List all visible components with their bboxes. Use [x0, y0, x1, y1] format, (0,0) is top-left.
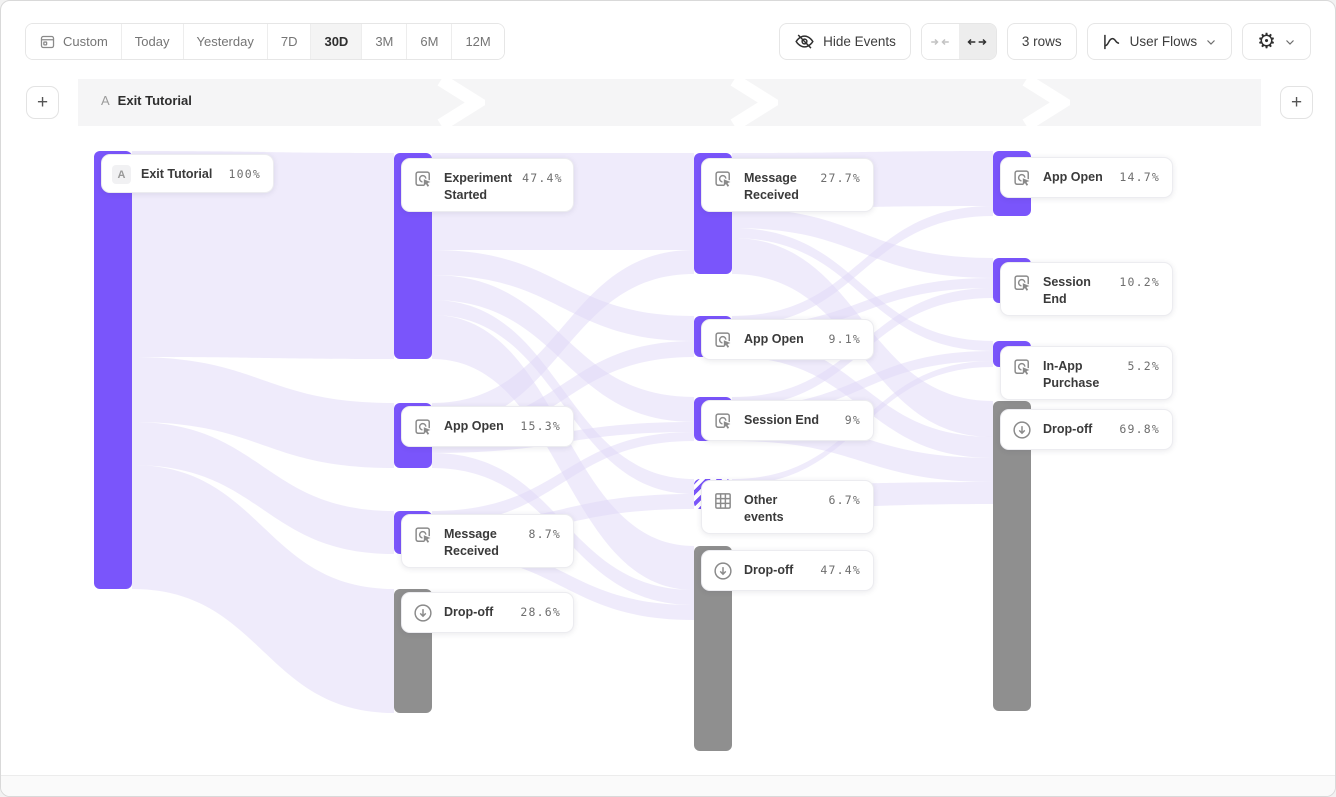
node-drop-off-step4[interactable]: Drop-off 69.8%: [1000, 409, 1173, 450]
grid-icon: [712, 490, 734, 512]
drop-off-circle-arrow-icon: [712, 560, 734, 582]
footer-strip: [1, 775, 1335, 796]
date-range-custom[interactable]: Custom: [26, 24, 121, 59]
step-separator-chevron-icon: [1022, 79, 1070, 126]
node-exit-tutorial[interactable]: A Exit Tutorial 100%: [101, 154, 274, 193]
step-title: Exit Tutorial: [117, 93, 192, 108]
node-message-received-step3[interactable]: Message Received 27.7%: [701, 158, 874, 212]
bar-drop-off-step4[interactable]: [993, 401, 1031, 711]
node-app-open-step3[interactable]: App Open 9.1%: [701, 319, 874, 360]
date-range-7d[interactable]: 7D: [266, 24, 311, 59]
rows-label: 3 rows: [1021, 34, 1062, 49]
date-range-12m[interactable]: 12M: [451, 24, 504, 59]
node-message-received-step2[interactable]: Message Received 8.7%: [401, 514, 574, 568]
expand-columns-icon: [967, 32, 987, 52]
node-drop-off-step3[interactable]: Drop-off 47.4%: [701, 550, 874, 591]
step-a-label[interactable]: A Exit Tutorial: [101, 93, 192, 108]
toolbar: Custom Today Yesterday 7D 30D 3M 6M 12M …: [25, 23, 1311, 60]
date-range-6m[interactable]: 6M: [406, 24, 452, 59]
step-letter-badge: A: [101, 93, 110, 108]
collapse-columns-button[interactable]: [921, 24, 959, 59]
settings-button[interactable]: ⚙: [1242, 23, 1311, 60]
expand-columns-button[interactable]: [958, 24, 996, 59]
event-icon: [1011, 272, 1033, 294]
calendar-icon: [39, 33, 56, 50]
node-other-events-step3[interactable]: Other events 6.7%: [701, 480, 874, 534]
node-app-open-step4[interactable]: App Open 14.7%: [1000, 157, 1173, 198]
steps-bar: A Exit Tutorial: [78, 79, 1261, 126]
hide-events-label: Hide Events: [823, 34, 896, 49]
collapse-columns-icon: [930, 32, 950, 52]
date-range-yesterday[interactable]: Yesterday: [182, 24, 267, 59]
event-icon: [412, 168, 434, 190]
event-icon: [1011, 356, 1033, 378]
user-flows-chart-icon: [1102, 32, 1122, 52]
date-range-today[interactable]: Today: [120, 24, 183, 59]
step-separator-chevron-icon: [730, 79, 778, 126]
view-selector-button[interactable]: User Flows: [1086, 23, 1233, 60]
event-icon: [412, 524, 434, 546]
event-icon: [712, 410, 734, 432]
gear-icon: ⚙: [1257, 30, 1276, 53]
date-range-3m[interactable]: 3M: [361, 24, 407, 59]
node-in-app-purchase-step4[interactable]: In-App Purchase 5.2%: [1000, 346, 1173, 400]
steps-header-row: + A Exit Tutorial +: [1, 79, 1335, 126]
rows-button[interactable]: 3 rows: [1006, 23, 1077, 60]
date-range-label: Custom: [63, 34, 108, 49]
node-experiment-started[interactable]: Experiment Started 47.4%: [401, 158, 574, 212]
chevron-down-icon: [1205, 36, 1217, 48]
add-step-before-button[interactable]: +: [26, 86, 59, 119]
bar-exit-tutorial[interactable]: [94, 151, 132, 589]
toolbar-right: Hide Events: [779, 23, 1311, 60]
node-session-end-step3[interactable]: Session End 9%: [701, 400, 874, 441]
drop-off-circle-arrow-icon: [412, 602, 434, 624]
node-session-end-step4[interactable]: Session End 10.2%: [1000, 262, 1173, 316]
drop-off-circle-arrow-icon: [1011, 419, 1033, 441]
node-drop-off-step2[interactable]: Drop-off 28.6%: [401, 592, 574, 633]
date-range-picker: Custom Today Yesterday 7D 30D 3M 6M 12M: [25, 23, 505, 60]
node-app-open-step2[interactable]: App Open 15.3%: [401, 406, 574, 447]
event-icon: [1011, 167, 1033, 189]
event-icon: [712, 168, 734, 190]
event-icon: [712, 329, 734, 351]
column-width-toggle: [920, 23, 997, 60]
event-icon: [412, 416, 434, 438]
node-letter-badge: A: [112, 165, 131, 184]
date-range-30d[interactable]: 30D: [310, 24, 362, 59]
chevron-down-icon: [1284, 36, 1296, 48]
step-separator-chevron-icon: [437, 79, 485, 126]
view-selector-label: User Flows: [1129, 34, 1198, 49]
add-step-after-button[interactable]: +: [1280, 86, 1313, 119]
hide-events-button[interactable]: Hide Events: [779, 23, 911, 60]
eye-off-icon: [794, 31, 815, 52]
